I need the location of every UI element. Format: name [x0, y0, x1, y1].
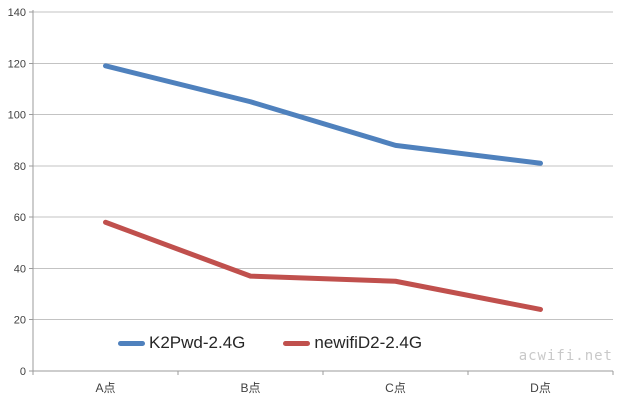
y-tick-label: 20 — [14, 315, 26, 327]
y-tick-label: 0 — [20, 366, 26, 378]
series-line-newifiD2-2.4G — [103, 219, 543, 312]
x-tick-label-1: A点 — [95, 381, 115, 395]
x-tick-label-4: D点 — [530, 381, 551, 395]
legend-item-newifid2: newifiD2-2.4G — [283, 333, 422, 353]
legend-label-k2pwd: K2Pwd-2.4G — [149, 333, 246, 352]
y-tick-label: 140 — [8, 7, 26, 19]
legend-label-newifid2: newifiD2-2.4G — [314, 333, 423, 352]
y-tick-label: 100 — [8, 110, 26, 122]
legend-item-k2pwd: K2Pwd-2.4G — [118, 333, 245, 353]
series-line-K2Pwd-2.4G — [103, 63, 543, 166]
y-tick-label: 80 — [14, 161, 26, 173]
x-tick-label-3: C点 — [385, 381, 406, 395]
x-tick-label-2: B点 — [240, 381, 260, 395]
legend-line-sample-k2pwd — [118, 340, 145, 346]
legend-line-sample-newifid2 — [283, 340, 311, 346]
y-tick-label: 60 — [14, 212, 26, 224]
y-tick-label: 120 — [8, 58, 26, 70]
legend: K2Pwd-2.4G newifiD2-2.4G — [118, 333, 422, 353]
y-tick-label: 40 — [14, 263, 26, 275]
